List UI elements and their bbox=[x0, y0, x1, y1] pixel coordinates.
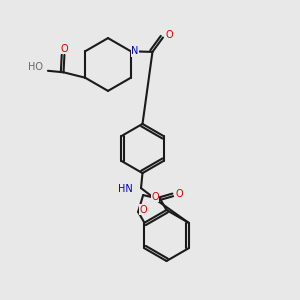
Text: O: O bbox=[61, 44, 68, 54]
Text: O: O bbox=[165, 30, 173, 40]
Text: N: N bbox=[131, 46, 139, 56]
Text: O: O bbox=[151, 192, 159, 202]
Text: O: O bbox=[175, 189, 183, 199]
Text: O: O bbox=[140, 205, 147, 215]
Text: HN: HN bbox=[118, 184, 133, 194]
Text: HO: HO bbox=[28, 62, 43, 72]
